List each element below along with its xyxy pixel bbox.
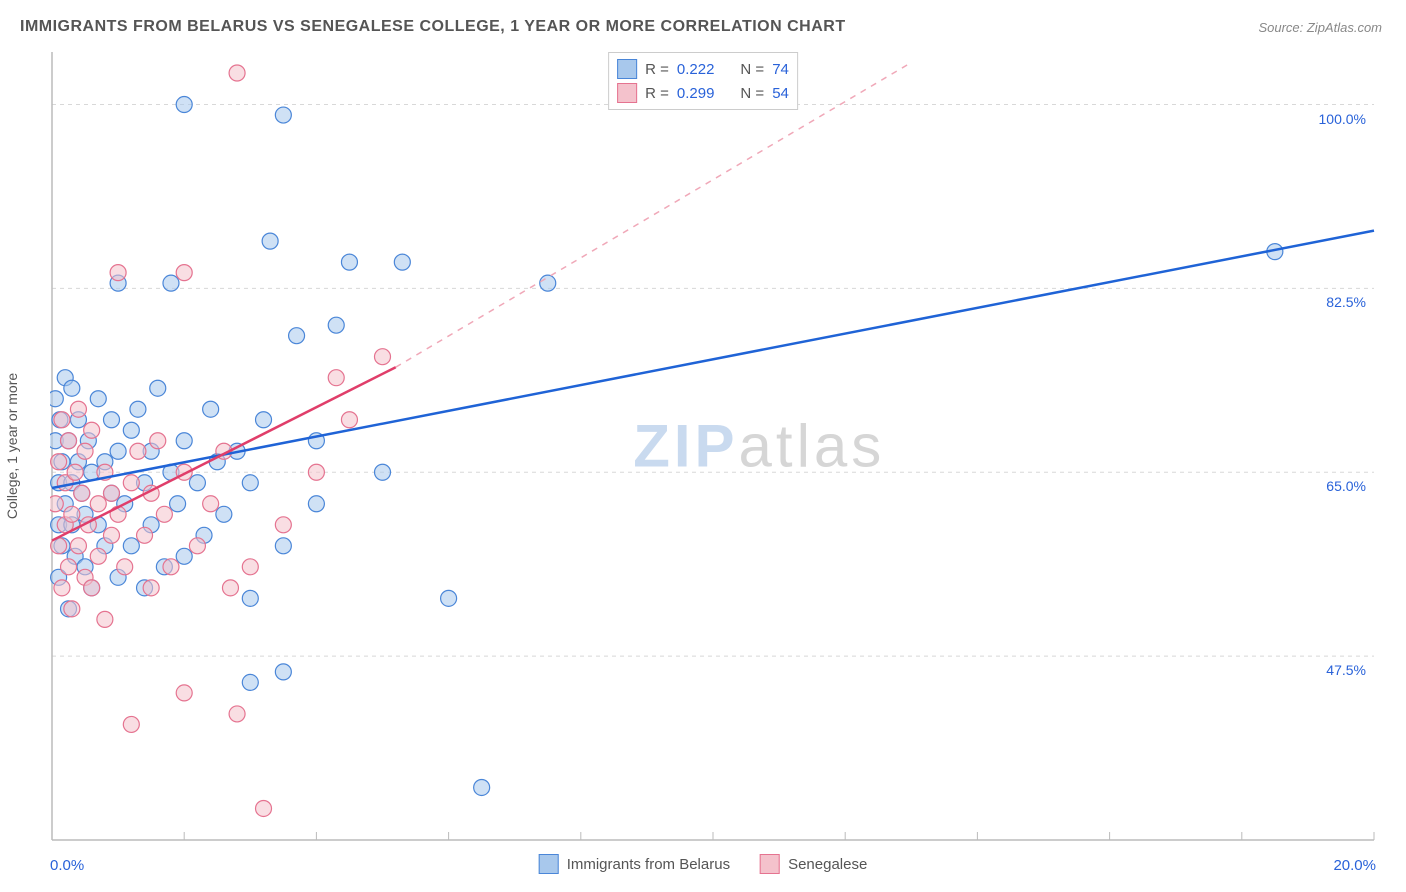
legend-swatch-belarus bbox=[539, 854, 559, 874]
n-value-senegalese: 54 bbox=[772, 85, 789, 102]
stats-row-belarus: R = 0.222 N = 74 bbox=[617, 57, 789, 81]
n-label: N = bbox=[740, 61, 764, 78]
chart-title: IMMIGRANTS FROM BELARUS VS SENEGALESE CO… bbox=[20, 18, 846, 36]
y-axis-label: College, 1 year or more bbox=[4, 373, 20, 519]
x-axis-end-label: 20.0% bbox=[1333, 857, 1376, 874]
y-tick-label: 100.0% bbox=[1319, 111, 1366, 127]
swatch-belarus bbox=[617, 59, 637, 79]
y-tick-label: 82.5% bbox=[1326, 294, 1366, 310]
y-tick-label: 65.0% bbox=[1326, 478, 1366, 494]
source-label: Source: ZipAtlas.com bbox=[1258, 20, 1382, 35]
legend-label-senegalese: Senegalese bbox=[788, 856, 867, 873]
r-value-senegalese: 0.299 bbox=[677, 85, 715, 102]
plot-area bbox=[50, 50, 1376, 842]
n-label: N = bbox=[740, 85, 764, 102]
y-tick-label: 47.5% bbox=[1326, 662, 1366, 678]
stats-row-senegalese: R = 0.299 N = 54 bbox=[617, 81, 789, 105]
r-label: R = bbox=[645, 85, 669, 102]
legend-swatch-senegalese bbox=[760, 854, 780, 874]
legend-item-belarus: Immigrants from Belarus bbox=[539, 854, 730, 874]
stats-legend-box: R = 0.222 N = 74 R = 0.299 N = 54 bbox=[608, 52, 798, 110]
scatter-chart bbox=[50, 50, 1376, 842]
chart-container: IMMIGRANTS FROM BELARUS VS SENEGALESE CO… bbox=[0, 0, 1406, 892]
legend-label-belarus: Immigrants from Belarus bbox=[567, 856, 730, 873]
r-label: R = bbox=[645, 61, 669, 78]
swatch-senegalese bbox=[617, 83, 637, 103]
n-value-belarus: 74 bbox=[772, 61, 789, 78]
x-axis-start-label: 0.0% bbox=[50, 857, 84, 874]
legend-item-senegalese: Senegalese bbox=[760, 854, 867, 874]
bottom-legend: Immigrants from Belarus Senegalese bbox=[539, 854, 868, 874]
r-value-belarus: 0.222 bbox=[677, 61, 715, 78]
